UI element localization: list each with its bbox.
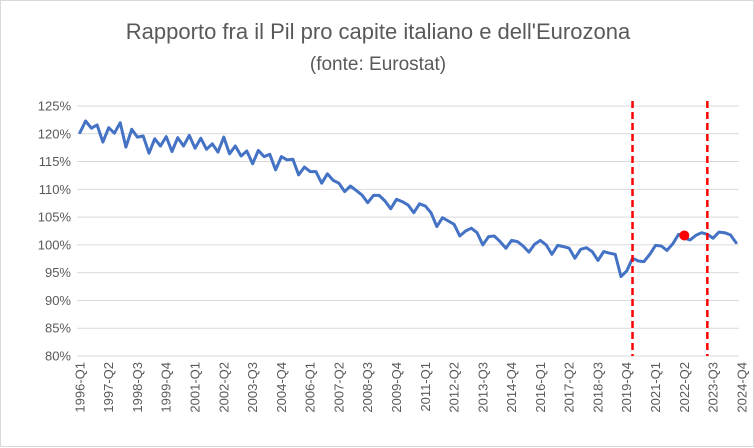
x-tick-label: 2022-Q2 [677, 362, 692, 413]
y-tick-label: 80% [45, 349, 71, 364]
y-tick-label: 115% [39, 154, 72, 169]
y-tick-label: 125% [38, 99, 72, 114]
x-tick-label: 2018-Q3 [590, 362, 605, 413]
x-tick-label: 2011-Q1 [418, 362, 433, 412]
x-tick-label: 1997-Q2 [101, 362, 116, 413]
y-tick-label: 95% [45, 265, 71, 280]
x-tick-label: 1999-Q4 [159, 362, 174, 413]
chart-title: Rapporto fra il Pil pro capite italiano … [125, 19, 631, 44]
x-tick-label: 2024-Q4 [734, 362, 749, 413]
y-tick-label: 105% [38, 210, 72, 225]
y-tick-label: 110% [39, 182, 72, 197]
highlight-point [679, 230, 690, 241]
x-tick-label: 2004-Q4 [274, 362, 289, 413]
x-tick-label: 2014-Q4 [504, 362, 519, 413]
chart-subtitle: (fonte: Eurostat) [309, 54, 447, 75]
x-tick-label: 2021-Q1 [648, 362, 663, 413]
x-tick-label: 2013-Q3 [475, 362, 490, 413]
x-tick-label: 2003-Q3 [245, 362, 260, 413]
x-tick-label: 2008-Q3 [360, 362, 375, 413]
x-tick-label: 2009-Q4 [389, 362, 404, 413]
x-tick-label: 2006-Q1 [303, 362, 318, 413]
y-tick-label: 85% [45, 321, 71, 336]
x-tick-label: 2012-Q2 [447, 362, 462, 413]
x-tick-label: 1998-Q3 [130, 362, 145, 413]
series-line [78, 119, 738, 279]
x-tick-label: 2016-Q1 [533, 362, 548, 413]
x-tick-label: 2007-Q2 [331, 362, 346, 413]
x-tick-label: 2023-Q3 [706, 362, 721, 413]
x-tick-label: 2019-Q4 [619, 362, 634, 413]
x-tick-label: 2002-Q2 [216, 362, 231, 413]
y-tick-label: 120% [38, 126, 72, 141]
y-tick-label: 100% [38, 237, 72, 252]
x-tick-label: 1996-Q1 [72, 362, 87, 413]
x-tick-label: 2017-Q2 [562, 362, 577, 413]
y-tick-label: 90% [45, 293, 71, 308]
x-tick-label: 2001-Q1 [188, 362, 203, 413]
